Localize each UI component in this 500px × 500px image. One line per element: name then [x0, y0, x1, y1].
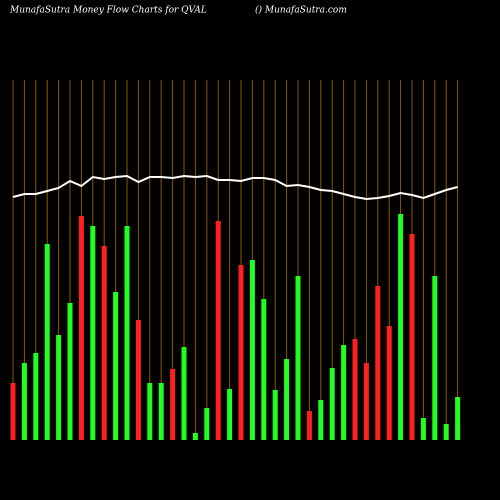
bar: [272, 390, 278, 440]
bar: [124, 226, 130, 440]
bar: [21, 363, 27, 440]
bar: [113, 292, 119, 440]
money-flow-line: [12, 174, 458, 201]
bar: [135, 320, 141, 440]
chart-title: MunafaSutra Money Flow Charts for QVAL: [9, 6, 207, 16]
bar: [420, 418, 426, 440]
bar: [398, 214, 404, 440]
bar: [432, 276, 438, 440]
bar: [284, 359, 290, 440]
bar: [78, 216, 84, 440]
bar: [147, 383, 153, 440]
bar: [455, 397, 461, 440]
chart-subtitle: () MunafaSutra.com: [255, 5, 347, 16]
bar: [158, 383, 164, 440]
bar: [192, 433, 198, 440]
bar: [295, 276, 301, 440]
bar: [10, 383, 16, 440]
bar: [352, 339, 358, 440]
bar: [215, 221, 221, 440]
bar: [386, 326, 392, 440]
bar: [443, 424, 449, 440]
bar: [90, 226, 96, 440]
bar: [181, 347, 187, 440]
bar: [329, 368, 335, 440]
bar: [170, 369, 176, 440]
bar: [409, 234, 415, 440]
bar: [341, 345, 347, 440]
bar: [44, 244, 50, 440]
bar: [67, 303, 73, 440]
bar: [375, 286, 381, 440]
bar: [56, 335, 62, 440]
bar: [227, 389, 233, 440]
bar: [101, 246, 107, 440]
bar: [306, 411, 312, 440]
bar: [249, 260, 255, 440]
bar: [318, 400, 324, 440]
bar: [204, 408, 210, 440]
bar: [33, 353, 39, 440]
bar: [363, 363, 369, 440]
bar: [261, 299, 267, 440]
bar: [238, 265, 244, 440]
